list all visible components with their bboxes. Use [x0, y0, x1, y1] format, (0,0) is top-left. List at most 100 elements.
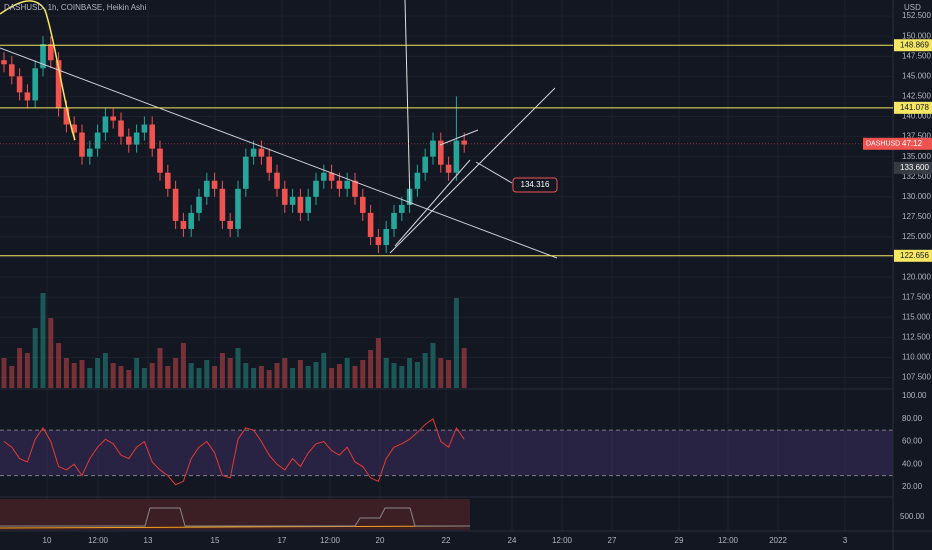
price-tick-label: 107.500	[902, 373, 931, 382]
volume-bar	[235, 348, 241, 388]
volume-bar	[126, 370, 132, 388]
time-tick-label: 10	[43, 536, 52, 545]
volume-bar	[438, 358, 444, 388]
volume-bar	[9, 366, 15, 388]
candle-body	[445, 164, 452, 173]
price-tick-label: 112.500	[902, 333, 931, 342]
currency-label: USD	[904, 3, 921, 12]
volume-bar	[79, 360, 85, 388]
time-tick-label: 12:00	[552, 536, 573, 545]
candle-body	[165, 172, 171, 189]
volume-bar	[219, 353, 225, 388]
volume-bar	[274, 363, 280, 388]
level-label: 141.078	[900, 103, 929, 112]
volume-bar	[204, 360, 210, 388]
volume-bar	[63, 358, 69, 388]
volume-bar	[430, 343, 436, 388]
candle-body	[282, 188, 288, 205]
level-label: 122.656	[900, 251, 929, 260]
candle-body	[24, 92, 31, 101]
time-tick-label: 12:00	[718, 536, 739, 545]
drawing-line	[404, 0, 411, 206]
volume-bar	[227, 358, 233, 388]
candle-body	[63, 108, 70, 125]
volume-bar	[391, 363, 397, 388]
candle-body	[328, 172, 335, 181]
volume-bar	[313, 362, 319, 388]
candle-body	[219, 188, 226, 221]
candle-body	[16, 76, 23, 93]
volume-bar	[297, 360, 303, 388]
candle-body	[102, 116, 109, 133]
candle-body	[235, 188, 241, 229]
trend-line	[439, 129, 479, 146]
candle-body	[87, 148, 93, 157]
time-tick-label: 3	[843, 536, 848, 545]
time-tick-label: 2022	[769, 536, 787, 545]
volume-bar	[188, 363, 194, 388]
candle-body	[274, 172, 280, 189]
volume-bar	[368, 350, 374, 388]
candle-body	[79, 132, 85, 157]
candle-body	[399, 204, 405, 213]
volume-bar	[336, 364, 342, 388]
level-label-box	[894, 249, 932, 262]
volume-bar	[453, 298, 459, 388]
time-tick-label: 24	[508, 536, 517, 545]
price-tick-label: 127.500	[902, 212, 931, 221]
volume-bar	[24, 353, 30, 388]
volume-bar	[56, 343, 62, 388]
time-tick-label: 17	[278, 536, 287, 545]
trend-line	[394, 159, 471, 247]
volume-bar	[48, 318, 54, 388]
candle-body	[461, 140, 467, 145]
candle-body	[344, 180, 350, 189]
candle-body	[9, 64, 15, 77]
volume-bar	[282, 358, 288, 388]
candle-body	[71, 124, 77, 133]
lower-axis-label: 500.00	[900, 512, 925, 521]
countdown-label: 47:12	[902, 139, 923, 148]
candle-body	[250, 148, 257, 157]
volume-bar	[407, 358, 413, 388]
volume-bar	[180, 343, 186, 388]
rsi-tick-label: 100.00	[902, 391, 927, 400]
candle-body	[297, 196, 304, 213]
time-tick-label: 13	[144, 536, 153, 545]
candle-body	[55, 60, 62, 109]
candle-body	[204, 180, 210, 197]
candle-body	[266, 156, 272, 173]
candle-body	[453, 140, 460, 173]
candle-body	[243, 156, 249, 189]
time-tick-label: 22	[442, 536, 451, 545]
lower-indicator-line	[0, 525, 471, 529]
crosshair-label-box	[894, 161, 932, 174]
volume-bar	[40, 293, 46, 388]
time-tick-label: 29	[675, 536, 684, 545]
candle-body	[360, 196, 366, 213]
volume-bar	[258, 366, 264, 388]
price-tick-label: 145.000	[902, 71, 931, 80]
volume-bar	[329, 368, 335, 388]
candle-body	[227, 220, 233, 229]
candle-body	[336, 180, 343, 189]
volume-bar	[1, 358, 7, 388]
volume-bar	[141, 368, 147, 388]
price-tick-label: 130.000	[902, 192, 931, 201]
candle-body	[422, 156, 428, 173]
rsi-line	[3, 417, 465, 486]
volume-bar	[165, 366, 171, 388]
chart-header: DASHUSD, 1h, COINBASE, Heikin Ashi	[4, 3, 146, 12]
volume-bar	[399, 366, 405, 388]
volume-bar	[173, 358, 179, 388]
level-label-box	[894, 101, 932, 114]
volume-bar	[196, 368, 202, 388]
time-tick-label: 12:00	[320, 536, 341, 545]
time-tick-label: 12:00	[88, 536, 109, 545]
volume-bar	[266, 370, 272, 388]
candle-body	[289, 196, 296, 205]
volume-bar	[383, 358, 389, 388]
annotation-box	[512, 177, 558, 193]
price-tick-label: 137.500	[902, 132, 931, 141]
